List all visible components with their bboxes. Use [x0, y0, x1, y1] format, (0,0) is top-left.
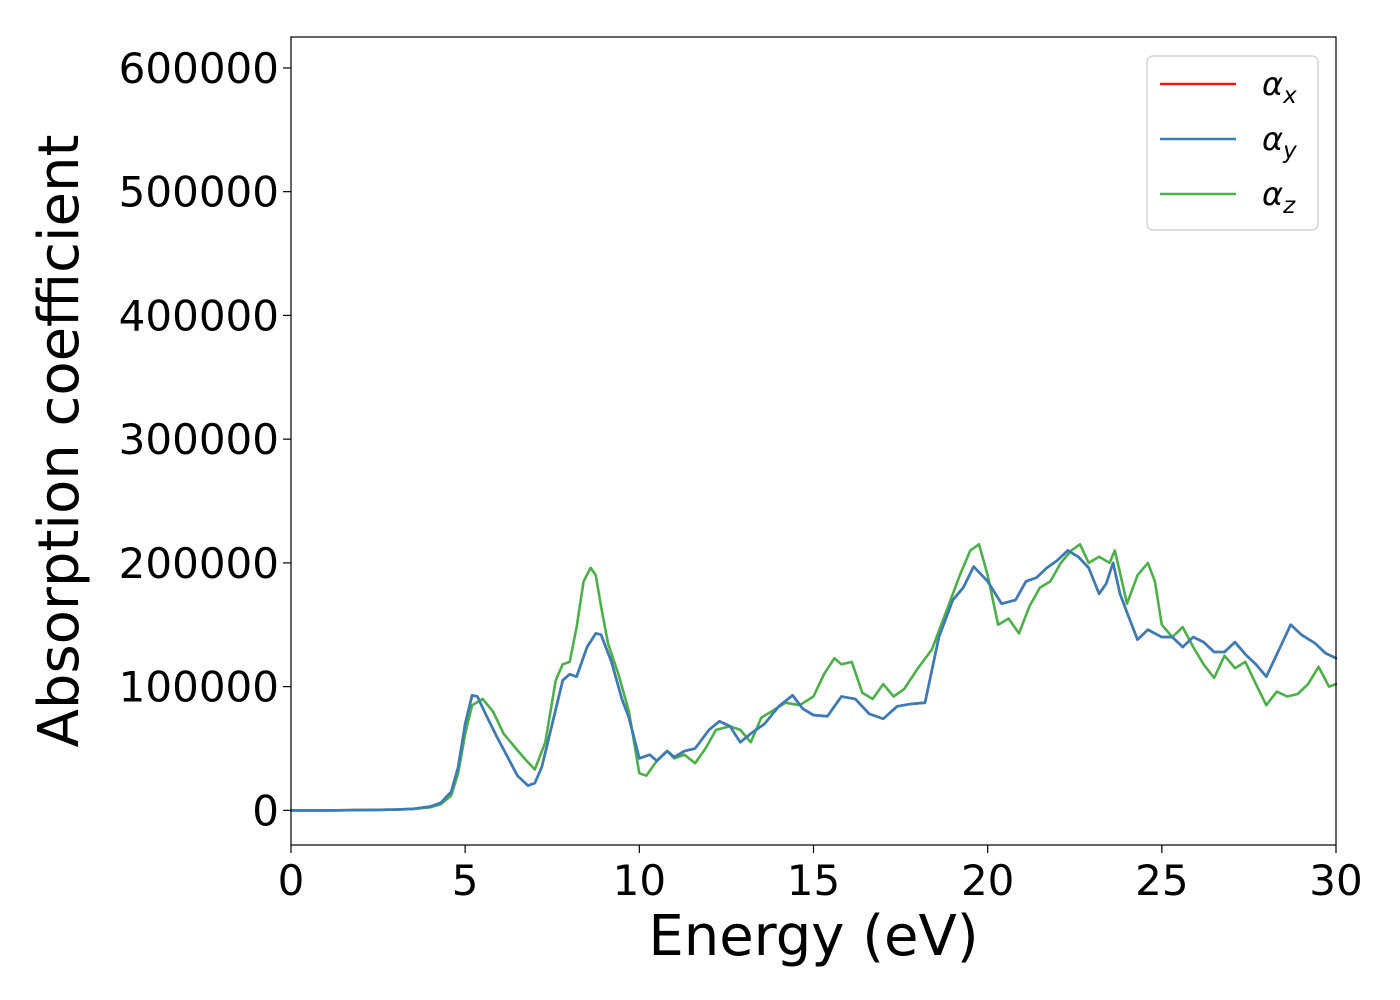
x-axis-ticks: 0 5 10 15 20 25 30 [278, 845, 1363, 905]
y-tick-label: 100000 [119, 663, 279, 712]
x-axis-title: Energy (eV) [648, 904, 978, 969]
series-layer [289, 542, 1338, 812]
x-tick-label: 5 [452, 856, 479, 905]
x-tick-label: 10 [613, 856, 666, 905]
y-tick-label: 200000 [119, 539, 279, 588]
x-tick-label: 0 [278, 856, 305, 905]
y-tick-label: 600000 [119, 44, 279, 93]
legend-label-alpha-z: αz [1262, 175, 1296, 219]
y-tick-label: 500000 [119, 168, 279, 217]
legend-subscript: z [1282, 193, 1296, 219]
x-tick-label: 20 [961, 856, 1014, 905]
legend-symbol: α [1262, 175, 1283, 213]
x-tick-label: 15 [787, 856, 840, 905]
legend-label-alpha-y: αy [1262, 120, 1297, 164]
plot-frame [290, 36, 1337, 846]
y-axis-title: Absorption coefficient [27, 135, 92, 748]
series-line-alpha-z [289, 542, 1338, 812]
x-tick-label: 30 [1309, 856, 1362, 905]
x-tick-label: 25 [1135, 856, 1188, 905]
legend-subscript: x [1282, 83, 1297, 109]
legend-box [1146, 55, 1319, 231]
y-tick-label: 0 [252, 786, 279, 835]
y-tick-label: 400000 [119, 291, 279, 340]
legend-symbol: α [1262, 65, 1283, 103]
legend-label-alpha-x: αx [1262, 65, 1297, 109]
y-tick-label: 300000 [119, 415, 279, 464]
y-axis-ticks: 0 100000 200000 300000 400000 500000 600000 [119, 44, 291, 835]
legend-subscript: y [1282, 138, 1297, 164]
legend-symbol: α [1262, 120, 1283, 158]
series-line-alpha-y [289, 549, 1338, 812]
